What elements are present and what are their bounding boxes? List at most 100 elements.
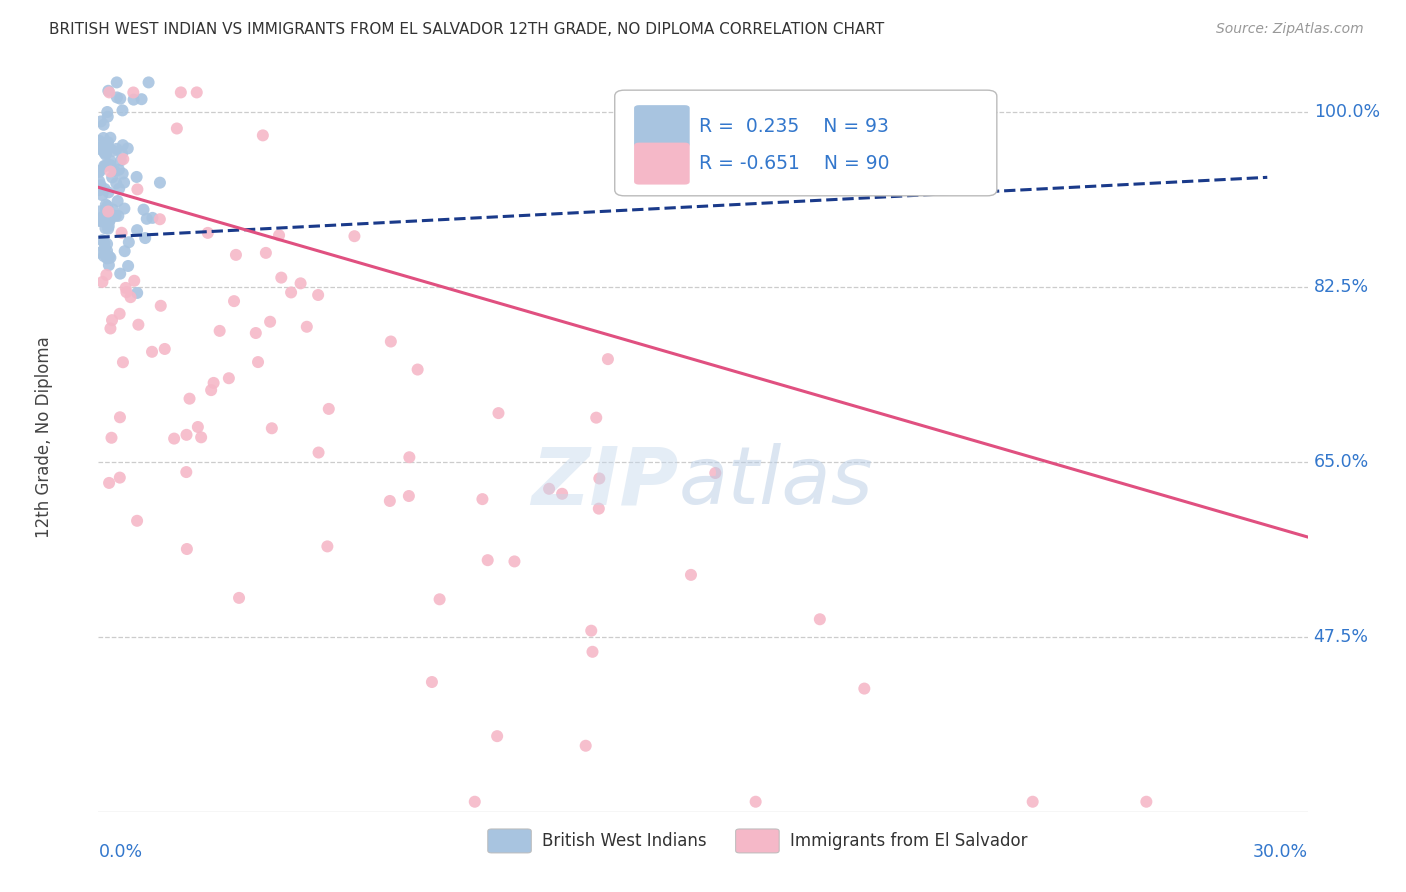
FancyBboxPatch shape bbox=[634, 105, 690, 147]
Point bbox=[127, 182, 149, 196]
Point bbox=[1021, 795, 1043, 809]
Point bbox=[97, 258, 120, 272]
Point bbox=[98, 211, 121, 226]
Point bbox=[94, 159, 117, 173]
Point bbox=[97, 139, 120, 153]
Point bbox=[141, 344, 163, 359]
Point bbox=[98, 86, 121, 100]
Point bbox=[108, 162, 131, 177]
Text: R = -0.651    N = 90: R = -0.651 N = 90 bbox=[699, 154, 890, 173]
Point bbox=[222, 294, 245, 309]
Point bbox=[744, 795, 766, 809]
Point bbox=[132, 202, 155, 217]
Point bbox=[187, 420, 209, 434]
Point bbox=[108, 410, 131, 425]
Point bbox=[118, 235, 141, 250]
Point bbox=[97, 221, 120, 235]
Point bbox=[97, 84, 120, 98]
Point bbox=[117, 259, 139, 273]
Point bbox=[588, 471, 610, 485]
Text: BRITISH WEST INDIAN VS IMMIGRANTS FROM EL SALVADOR 12TH GRADE, NO DIPLOMA CORREL: BRITISH WEST INDIAN VS IMMIGRANTS FROM E… bbox=[49, 22, 884, 37]
Point bbox=[100, 251, 122, 265]
Point bbox=[149, 176, 172, 190]
Text: Immigrants from El Salvador: Immigrants from El Salvador bbox=[790, 832, 1028, 850]
Point bbox=[179, 392, 201, 406]
Point bbox=[97, 136, 120, 150]
Point bbox=[307, 288, 329, 302]
Text: 65.0%: 65.0% bbox=[1313, 453, 1369, 471]
Point bbox=[104, 163, 127, 178]
Point bbox=[247, 355, 270, 369]
Point bbox=[101, 202, 124, 217]
Point bbox=[97, 186, 120, 200]
Point bbox=[89, 245, 111, 260]
Point bbox=[96, 236, 118, 251]
Point bbox=[93, 249, 115, 263]
Point bbox=[91, 188, 114, 202]
Point bbox=[471, 492, 494, 507]
Point bbox=[420, 675, 443, 690]
Point bbox=[125, 169, 148, 184]
Point bbox=[141, 211, 163, 225]
Point bbox=[111, 146, 134, 161]
Point bbox=[100, 164, 122, 178]
Point bbox=[93, 131, 115, 145]
Point bbox=[135, 211, 157, 226]
Point bbox=[98, 475, 121, 490]
Point bbox=[190, 430, 212, 444]
Point bbox=[90, 140, 112, 154]
Point bbox=[202, 376, 225, 390]
Point bbox=[100, 208, 122, 222]
Text: atlas: atlas bbox=[679, 443, 873, 521]
Point bbox=[93, 182, 115, 196]
Point bbox=[228, 591, 250, 605]
Point bbox=[225, 248, 247, 262]
Point bbox=[245, 326, 267, 340]
Point bbox=[218, 371, 240, 385]
Point bbox=[90, 213, 112, 227]
Point bbox=[551, 487, 574, 501]
Point bbox=[100, 431, 122, 445]
Point bbox=[406, 362, 429, 376]
Point bbox=[704, 466, 727, 480]
Point bbox=[122, 274, 145, 288]
Point bbox=[120, 290, 142, 304]
Point bbox=[488, 406, 510, 420]
Point bbox=[477, 553, 499, 567]
Point bbox=[89, 174, 111, 188]
Point bbox=[108, 267, 131, 281]
Point bbox=[93, 145, 115, 160]
Point bbox=[98, 158, 121, 172]
Point bbox=[588, 501, 610, 516]
Point bbox=[110, 92, 132, 106]
Point bbox=[111, 103, 134, 118]
Point bbox=[429, 592, 451, 607]
Text: R =  0.235    N = 93: R = 0.235 N = 93 bbox=[699, 117, 889, 136]
FancyBboxPatch shape bbox=[488, 829, 531, 853]
Point bbox=[96, 199, 118, 213]
Point bbox=[125, 514, 148, 528]
Point bbox=[98, 213, 121, 227]
Text: 100.0%: 100.0% bbox=[1313, 103, 1379, 121]
Point bbox=[89, 214, 111, 228]
Point bbox=[98, 250, 121, 264]
Point bbox=[94, 148, 117, 162]
Point bbox=[308, 445, 330, 459]
Point bbox=[112, 202, 135, 216]
Point bbox=[93, 159, 115, 173]
Point bbox=[91, 214, 114, 228]
Point bbox=[176, 465, 198, 479]
Point bbox=[149, 299, 172, 313]
Point bbox=[96, 252, 118, 266]
Point bbox=[101, 313, 124, 327]
Point bbox=[111, 138, 134, 153]
Point bbox=[94, 145, 117, 160]
Point bbox=[112, 176, 135, 190]
Point bbox=[581, 624, 603, 638]
Point bbox=[107, 209, 129, 223]
Point bbox=[134, 231, 156, 245]
Point bbox=[108, 181, 131, 195]
Point bbox=[186, 86, 208, 100]
Point bbox=[127, 223, 149, 237]
Point bbox=[252, 128, 274, 143]
